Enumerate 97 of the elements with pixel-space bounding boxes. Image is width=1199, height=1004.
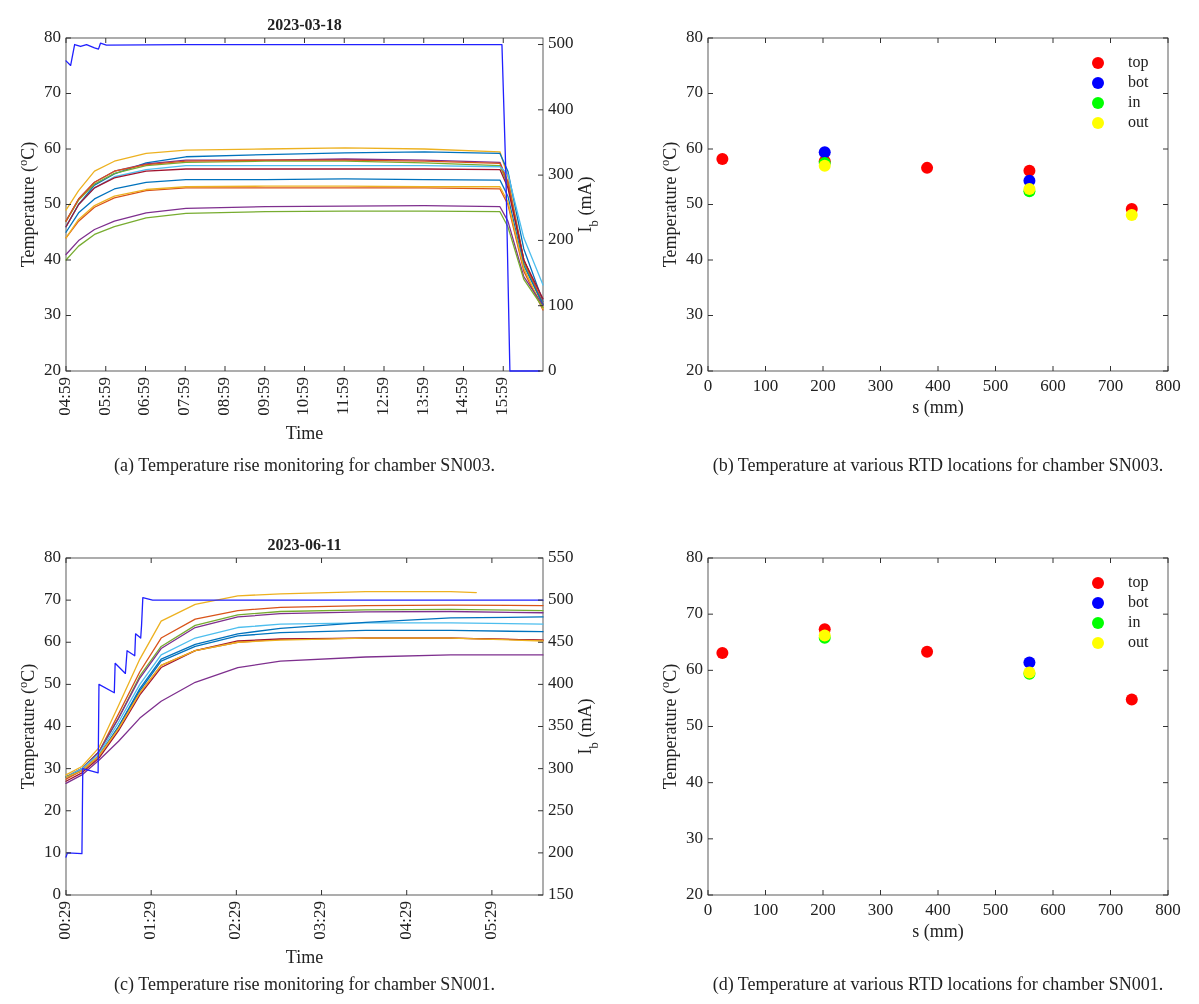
x-tick-label: 400	[925, 376, 951, 395]
y-tick-label: 70	[686, 603, 703, 623]
x-tick-label: 13:59	[412, 377, 432, 416]
y2-tick-label: 0	[548, 359, 557, 379]
x-tick-label: 500	[982, 900, 1009, 919]
x-tick-label: 05:29	[480, 901, 500, 940]
x-tick-label: 600	[1040, 900, 1066, 919]
y2-tick-label: 300	[548, 757, 574, 777]
text: (c) Temperature rise monitoring for chamber SN001.	[114, 974, 495, 995]
chart-title: 2023-06-11	[267, 536, 342, 553]
y-tick-label: 40	[686, 771, 703, 791]
y-tick-label: 0	[52, 883, 61, 903]
y2-tick-label: 150	[548, 883, 574, 903]
y-tick-label: 30	[44, 304, 61, 324]
legend-label: out	[1128, 632, 1149, 650]
y-tick-label: 60	[686, 659, 703, 679]
legend-label: in	[1128, 612, 1141, 630]
y-tick-label: 50	[686, 715, 703, 735]
x-axis-title: s (mm)	[912, 921, 964, 942]
y-tick-label: 20	[44, 359, 61, 379]
y-tick-label: 30	[44, 757, 61, 777]
x-tick-label: 300	[867, 376, 894, 395]
y-tick-label: 40	[44, 715, 61, 735]
text: (d) Temperature at various RTD locations for chamber SN001.	[712, 974, 1164, 995]
x-tick-label: 400	[925, 900, 951, 919]
y-tick-label: 50	[686, 193, 703, 213]
chart-title: 2023-03-18	[267, 16, 342, 33]
y-tick-label: 80	[44, 546, 61, 566]
x-tick-label: 200	[810, 900, 836, 919]
x-tick-label: 100	[752, 900, 779, 919]
x-tick-label: 14:59	[452, 377, 472, 416]
x-tick-label: 10:59	[293, 377, 313, 416]
y-tick-label: 30	[686, 304, 703, 324]
y2-tick-label: 200	[548, 229, 574, 249]
text: (b) Temperature at various RTD locations for chamber SN003.	[712, 455, 1164, 476]
legend-label: in	[1128, 92, 1141, 110]
y2-tick-label: 400	[548, 673, 574, 693]
y2-tick-label: 500	[548, 33, 574, 53]
x-tick-label: 700	[1097, 900, 1124, 919]
x-tick-label: 03:29	[310, 901, 330, 940]
y-tick-label: 70	[44, 82, 61, 102]
y-tick-label: 40	[686, 248, 703, 268]
legend-label: bot	[1128, 72, 1149, 90]
x-tick-label: 300	[867, 900, 894, 919]
y-tick-label: 40	[44, 248, 61, 268]
y2-tick-label: 400	[548, 98, 574, 118]
text: (a) Temperature rise monitoring for chamber SN003.	[114, 455, 495, 476]
x-axis-title: Time	[285, 947, 324, 967]
y2-tick-label: 200	[548, 841, 574, 861]
x-tick-label: 700	[1097, 376, 1124, 395]
y2-tick-label: 350	[548, 715, 574, 735]
x-tick-label: 12:59	[372, 377, 392, 416]
x-tick-label: 200	[810, 376, 836, 395]
y2-tick-label: 500	[548, 589, 574, 609]
x-axis-title: s (mm)	[912, 397, 964, 418]
y-tick-label: 60	[44, 137, 61, 157]
x-tick-label: 500	[982, 376, 1009, 395]
x-tick-label: 05:59	[94, 377, 114, 416]
y-tick-label: 10	[44, 841, 61, 861]
y-tick-label: 20	[686, 883, 703, 903]
x-tick-label: 04:59	[54, 377, 74, 416]
y2-tick-label: 250	[548, 799, 574, 819]
x-tick-label: 11:59	[333, 377, 353, 416]
x-tick-label: 07:59	[174, 377, 194, 416]
x-tick-label: 09:59	[253, 377, 273, 416]
legend-label: top	[1128, 52, 1149, 71]
y-tick-label: 70	[44, 589, 61, 609]
legend-label: top	[1128, 572, 1149, 591]
x-tick-label: 15:59	[492, 377, 512, 416]
x-tick-label: 08:59	[213, 377, 233, 416]
y-tick-label: 50	[44, 673, 61, 693]
legend-label: out	[1128, 112, 1149, 130]
x-tick-label: 100	[752, 376, 779, 395]
y-tick-label: 80	[44, 26, 61, 46]
x-tick-label: 00:29	[54, 901, 74, 940]
y-tick-label: 60	[686, 137, 703, 157]
x-tick-label: 800	[1155, 900, 1181, 919]
y2-tick-label: 450	[548, 631, 574, 651]
y2-tick-label: 100	[548, 294, 574, 314]
x-tick-label: 06:59	[134, 377, 154, 416]
y-tick-label: 60	[44, 631, 61, 651]
y-tick-label: 50	[44, 193, 61, 213]
y-tick-label: 80	[686, 546, 703, 566]
y-tick-label: 20	[44, 799, 61, 819]
x-tick-label: 01:29	[140, 901, 160, 940]
x-tick-label: 800	[1155, 376, 1181, 395]
x-tick-label: 600	[1040, 376, 1066, 395]
x-tick-label: 04:29	[395, 901, 415, 940]
y2-tick-label: 550	[548, 546, 574, 566]
y-tick-label: 70	[686, 82, 703, 102]
y-tick-label: 30	[686, 827, 703, 847]
x-tick-label: 02:29	[225, 901, 245, 940]
x-axis-title: Time	[285, 423, 324, 443]
legend-label: bot	[1128, 592, 1149, 610]
y2-tick-label: 300	[548, 164, 574, 184]
y-tick-label: 20	[686, 359, 703, 379]
y-tick-label: 80	[686, 26, 703, 46]
